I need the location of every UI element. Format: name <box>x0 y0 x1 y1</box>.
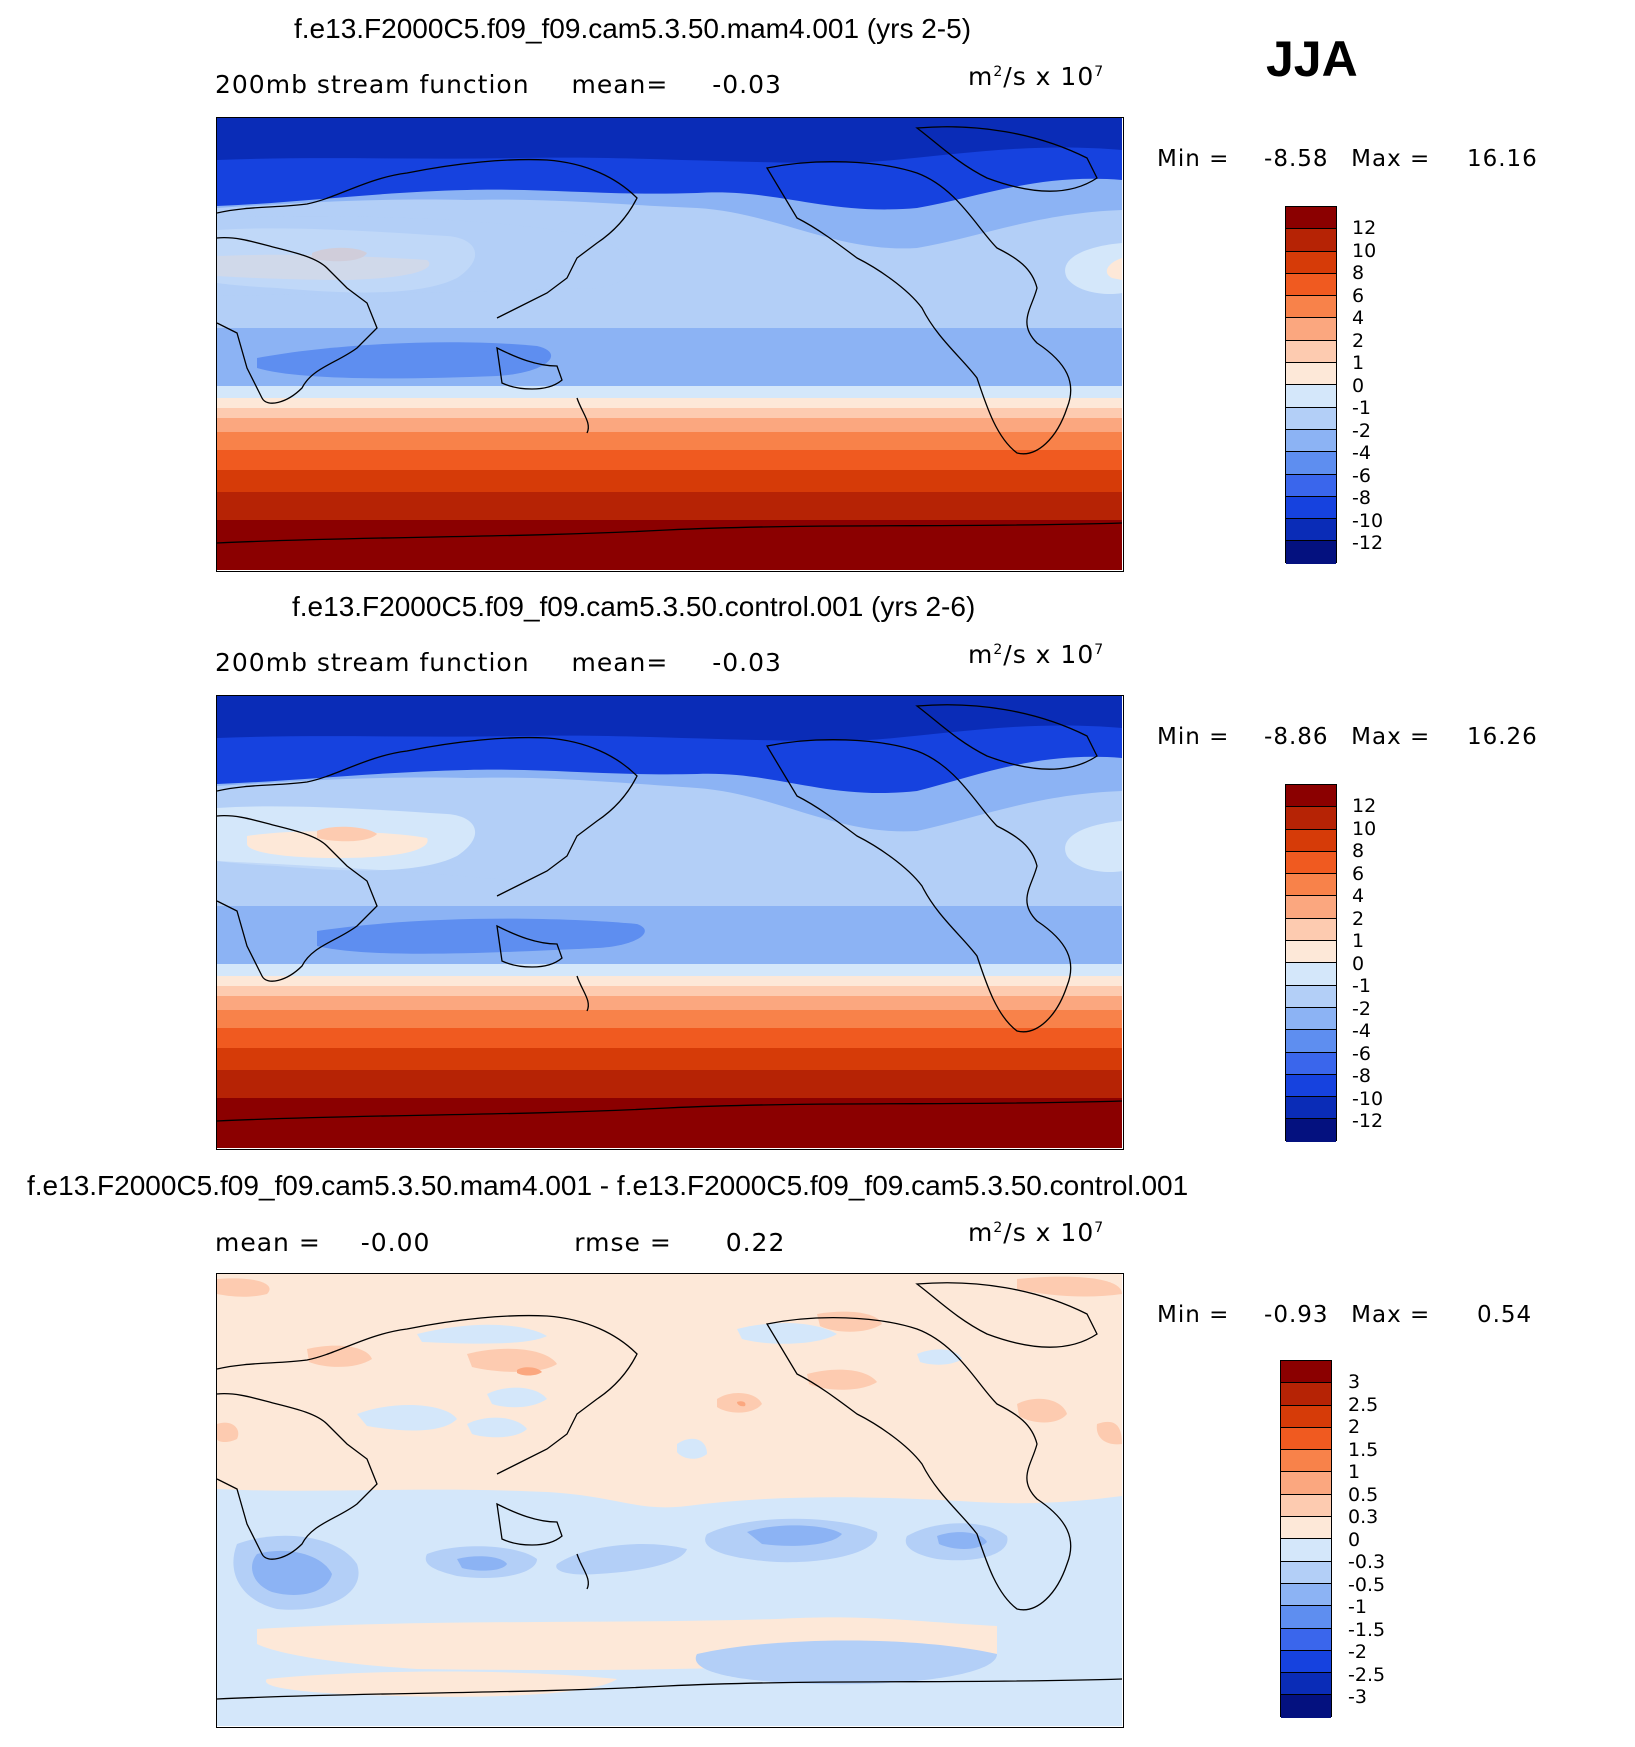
panel-3-title: f.e13.F2000C5.f09_f09.cam5.3.50.mam4.001… <box>27 1170 1189 1201</box>
level-label: -1 <box>1352 975 1371 997</box>
level-label: 12 <box>1352 217 1377 239</box>
level-label: 6 <box>1352 862 1365 885</box>
level-label: 0 <box>1352 374 1365 397</box>
level-label: -6 <box>1352 1042 1371 1065</box>
level-label: -8 <box>1352 487 1371 509</box>
panel-2-units: m2/s x 107 <box>968 640 1105 669</box>
panel-3-subtitle: mean = -0.00 rmse = 0.22 <box>215 1228 785 1257</box>
panel-3-mean-label: mean = <box>215 1228 321 1257</box>
panel-1-minmax: Min = -8.58 Max = 16.16 <box>1157 146 1538 172</box>
level-label: -6 <box>1352 464 1371 487</box>
panel-2-max-label: Max = <box>1351 724 1431 750</box>
season-label: JJA <box>1266 31 1358 87</box>
panel-1-max-value: 16.16 <box>1466 146 1538 172</box>
panel-3-units: m2/s x 107 <box>968 1218 1105 1247</box>
panel-3-rmse-value: 0.22 <box>725 1228 786 1257</box>
level-label: -3 <box>1348 1686 1367 1708</box>
level-label: 2 <box>1352 907 1365 930</box>
level-label: 0.3 <box>1348 1506 1379 1528</box>
level-label: -10 <box>1352 509 1384 532</box>
level-label: -1 <box>1352 397 1371 419</box>
panel-1-mean-value: -0.03 <box>712 70 782 99</box>
level-label: -0.3 <box>1348 1551 1386 1573</box>
level-label: 0 <box>1352 952 1365 975</box>
level-label: -2.5 <box>1348 1663 1386 1686</box>
level-label: 2 <box>1348 1416 1361 1438</box>
panel-1-colorbar <box>1285 206 1337 564</box>
level-label: 1 <box>1352 352 1365 374</box>
panel-3-map <box>216 1273 1124 1728</box>
level-label: -2 <box>1352 419 1371 442</box>
level-label: -12 <box>1352 532 1384 554</box>
panel-1-min-value: -8.58 <box>1264 146 1329 172</box>
level-label: 0.5 <box>1348 1483 1379 1506</box>
level-label: 3 <box>1348 1371 1361 1393</box>
level-label: -2 <box>1348 1641 1367 1663</box>
panel-1-mean-label: mean= <box>571 70 669 99</box>
panel-3-rmse-label: rmse = <box>574 1228 672 1257</box>
panel-2-variable: 200mb stream function <box>215 648 530 677</box>
level-label: 10 <box>1352 239 1377 262</box>
level-label: 8 <box>1352 262 1365 284</box>
level-label: 6 <box>1352 284 1365 307</box>
panel-3-colorbar <box>1280 1360 1332 1718</box>
panel-2-mean-value: -0.03 <box>712 648 782 677</box>
panel-1-units: m2/s x 107 <box>968 62 1105 91</box>
panel-1-variable: 200mb stream function <box>215 70 530 99</box>
panel-2-map <box>216 695 1124 1150</box>
level-label: 2.5 <box>1348 1393 1379 1416</box>
panel-2-min-value: -8.86 <box>1264 724 1329 750</box>
level-label: -10 <box>1352 1087 1384 1110</box>
panel-3-max-value: 0.54 <box>1476 1302 1533 1328</box>
panel-3-mean-value: -0.00 <box>360 1228 431 1257</box>
panel-3-colorbar-labels: 3 2.5 2 1.5 1 0.5 0.3 0 -0.3 -0.5 -1 -1.… <box>1348 1371 1418 1709</box>
level-label: 4 <box>1352 307 1365 329</box>
level-label: -8 <box>1352 1065 1371 1087</box>
level-label: 1 <box>1352 930 1365 952</box>
level-label: -4 <box>1352 442 1371 464</box>
level-label: -1.5 <box>1348 1618 1386 1641</box>
panel-3-max-label: Max = <box>1351 1302 1431 1328</box>
panel-2-mean-label: mean= <box>571 648 669 677</box>
level-label: 1.5 <box>1348 1438 1379 1461</box>
panel-1-map <box>216 117 1124 572</box>
level-label: -12 <box>1352 1110 1384 1132</box>
panel-2-title: f.e13.F2000C5.f09_f09.cam5.3.50.control.… <box>292 591 976 622</box>
level-label: -2 <box>1352 997 1371 1020</box>
level-label: 12 <box>1352 795 1377 817</box>
panel-1-min-label: Min = <box>1157 146 1230 172</box>
panel-3-min-label: Min = <box>1157 1302 1230 1328</box>
panel-1-max-label: Max = <box>1351 146 1431 172</box>
panel-3-min-value: -0.93 <box>1264 1302 1329 1328</box>
panel-2-colorbar-labels: 12 10 8 6 4 2 1 0 -1 -2 -4 -6 -8 -10 -12 <box>1352 795 1412 1133</box>
level-label: 1 <box>1348 1461 1361 1483</box>
panel-2-colorbar <box>1285 784 1337 1142</box>
level-label: 8 <box>1352 840 1365 862</box>
panel-2-max-value: 16.26 <box>1466 724 1538 750</box>
panel-2-min-label: Min = <box>1157 724 1230 750</box>
level-label: 2 <box>1352 329 1365 352</box>
panel-2-subtitle: 200mb stream function mean= -0.03 <box>215 648 782 677</box>
panel-2-minmax: Min = -8.86 Max = 16.26 <box>1157 724 1538 750</box>
level-label: -0.5 <box>1348 1573 1386 1596</box>
level-label: -1 <box>1348 1596 1367 1618</box>
level-label: 0 <box>1348 1528 1361 1551</box>
panel-1-colorbar-labels: 12 10 8 6 4 2 1 0 -1 -2 -4 -6 -8 -10 -12 <box>1352 217 1412 555</box>
level-label: 4 <box>1352 885 1365 907</box>
panel-3-minmax: Min = -0.93 Max = 0.54 <box>1157 1302 1532 1328</box>
panel-1-title: f.e13.F2000C5.f09_f09.cam5.3.50.mam4.001… <box>294 13 972 44</box>
level-label: 10 <box>1352 817 1377 840</box>
panel-1-subtitle: 200mb stream function mean= -0.03 <box>215 70 782 99</box>
level-label: -4 <box>1352 1020 1371 1042</box>
